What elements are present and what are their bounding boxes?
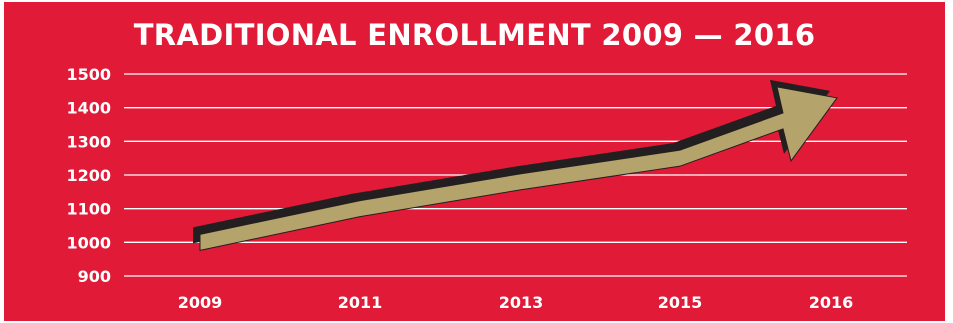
grid-lines	[124, 73, 907, 277]
trend-arrow-body	[199, 86, 838, 251]
y-tick-label: 1400	[66, 99, 111, 118]
x-tick-label: 2016	[809, 293, 854, 312]
chart-title: TRADITIONAL ENROLLMENT 2009 — 2016	[133, 18, 816, 52]
x-tick-label: 2015	[658, 293, 703, 312]
y-tick-label: 1100	[66, 200, 111, 219]
y-tick-label: 1300	[66, 132, 111, 151]
y-axis-ticks: 1500 1400 1300 1200 1100 1000 900	[66, 65, 111, 286]
x-axis-ticks: 2009 2011 2013 2015 2016	[178, 293, 854, 312]
y-tick-label: 1200	[66, 166, 111, 185]
trend-arrow	[193, 79, 838, 251]
y-tick-label: 1500	[66, 65, 111, 84]
chart-plot: 1500 1400 1300 1200 1100 1000 900 2009 2011 2013…	[66, 65, 907, 312]
x-tick-label: 2011	[338, 293, 383, 312]
x-tick-label: 2009	[178, 293, 223, 312]
y-tick-label: 1000	[66, 233, 111, 252]
x-tick-label: 2013	[499, 293, 544, 312]
y-tick-label: 900	[78, 267, 111, 286]
chart-panel: TRADITIONAL ENROLLMENT 2009 — 2016 1500 1…	[4, 2, 945, 321]
